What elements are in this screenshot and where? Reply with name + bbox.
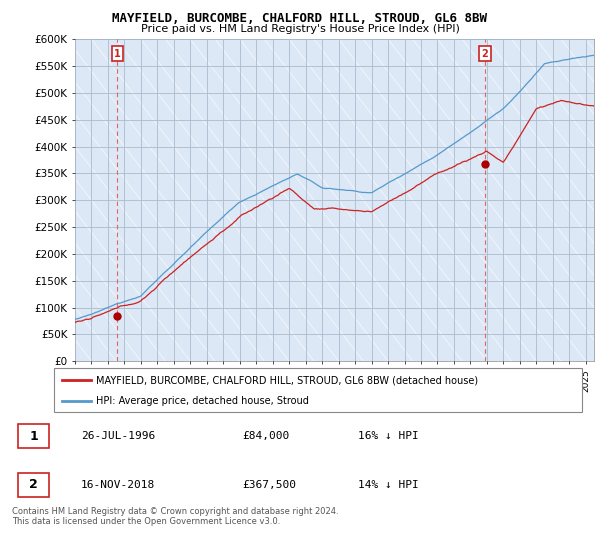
Text: 26-JUL-1996: 26-JUL-1996 [81,431,155,441]
Text: £367,500: £367,500 [242,480,296,490]
FancyBboxPatch shape [18,424,49,449]
Text: 1: 1 [114,49,121,59]
Text: MAYFIELD, BURCOMBE, CHALFORD HILL, STROUD, GL6 8BW: MAYFIELD, BURCOMBE, CHALFORD HILL, STROU… [113,12,487,25]
Text: 16% ↓ HPI: 16% ↓ HPI [358,431,418,441]
Text: MAYFIELD, BURCOMBE, CHALFORD HILL, STROUD, GL6 8BW (detached house): MAYFIELD, BURCOMBE, CHALFORD HILL, STROU… [96,375,478,385]
Text: 1: 1 [29,430,38,443]
FancyBboxPatch shape [54,368,582,412]
Text: 2: 2 [482,49,488,59]
Text: Contains HM Land Registry data © Crown copyright and database right 2024.
This d: Contains HM Land Registry data © Crown c… [12,507,338,526]
Text: HPI: Average price, detached house, Stroud: HPI: Average price, detached house, Stro… [96,396,309,405]
Text: 14% ↓ HPI: 14% ↓ HPI [358,480,418,490]
Text: £84,000: £84,000 [242,431,290,441]
Text: 16-NOV-2018: 16-NOV-2018 [81,480,155,490]
FancyBboxPatch shape [18,473,49,497]
Text: 2: 2 [29,478,38,492]
Text: Price paid vs. HM Land Registry's House Price Index (HPI): Price paid vs. HM Land Registry's House … [140,24,460,34]
